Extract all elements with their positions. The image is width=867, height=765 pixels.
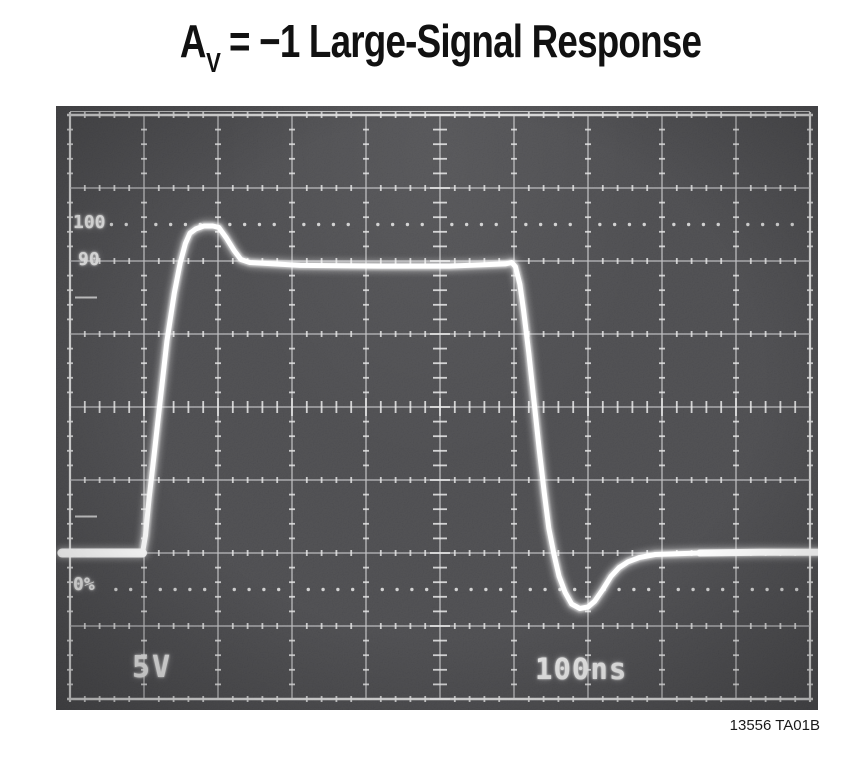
- photo-grain: [56, 106, 818, 710]
- figure-title: AV = −1 Large-Signal Response: [94, 14, 788, 78]
- figure-number: 13556 TA01B: [729, 717, 820, 734]
- graticule-label-0-percent: 0%: [73, 574, 95, 595]
- oscilloscope-photo: 100 90 0% 5V 100ns: [56, 106, 818, 710]
- title-gain-symbol: A: [179, 15, 207, 67]
- graticule-label-90: 90: [78, 249, 100, 270]
- title-gain-subscript: V: [206, 47, 221, 79]
- scope-graticule-and-trace: [56, 106, 818, 710]
- time-per-div-label: 100ns: [535, 652, 628, 686]
- graticule-label-100: 100: [73, 212, 106, 233]
- title-text: = −1 Large-Signal Response: [219, 15, 702, 67]
- volts-per-div-label: 5V: [132, 650, 173, 685]
